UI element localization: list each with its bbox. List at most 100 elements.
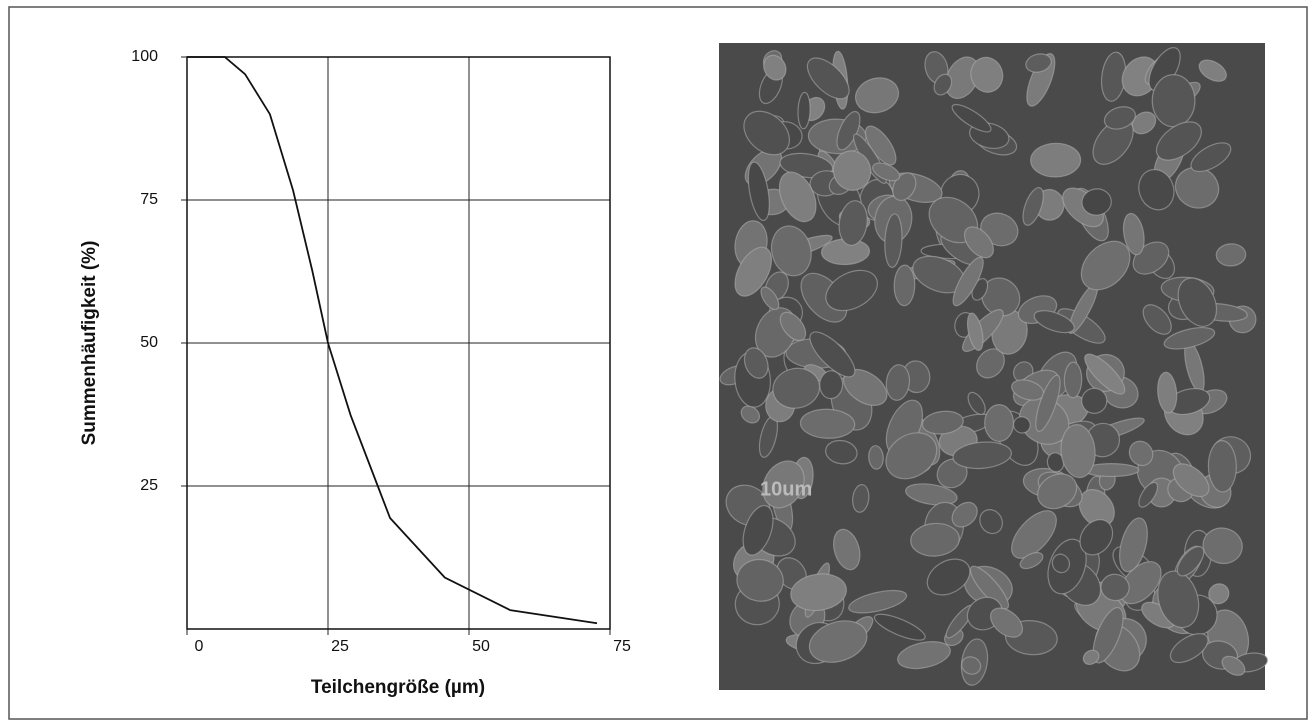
particle [1030,142,1082,178]
particle [952,256,984,307]
y-tick-label: 25 [140,477,158,494]
particle [1100,573,1130,602]
particle [1151,74,1196,128]
particle [1079,519,1114,556]
particle [1119,561,1162,605]
particle [967,391,986,416]
scale-label: 10um [760,478,812,500]
particle [1035,374,1061,433]
particle [1157,570,1200,629]
particle [1190,142,1232,173]
y-axis-label: Summenhäufigkeit (%) [79,241,100,446]
particle [1082,649,1100,666]
chart: 25 50 75 100 0 25 50 75 Teilchengröße (µm) Summen… [79,48,631,698]
particle [852,484,870,513]
particle [772,367,821,409]
particle [921,410,964,435]
particle [740,405,761,424]
x-tick-label: 50 [472,638,490,655]
particle [1157,371,1178,414]
particle [873,613,926,641]
particle [832,150,872,191]
particle [905,483,958,506]
particle [736,558,784,602]
particle [1011,510,1057,559]
micrograph [719,43,1269,690]
particle [790,573,847,612]
particle [966,312,984,351]
particle [1092,606,1124,664]
particle [1119,517,1148,573]
particle [970,56,1004,93]
particle [1169,633,1209,664]
particle [933,73,953,96]
particle [1207,440,1237,493]
particle [762,460,805,509]
x-tick-label: 0 [195,638,204,655]
particle [1155,121,1202,161]
particle [969,565,1010,610]
particle [897,641,951,670]
particle [747,161,770,222]
particle [1025,53,1052,73]
particle [808,620,868,663]
particle [980,212,1019,247]
particle [760,286,780,311]
particle [1103,106,1136,130]
particle [778,171,817,223]
particle [984,404,1015,443]
particle [1012,416,1031,434]
particle [797,91,811,130]
particle [868,445,884,470]
particle [1051,553,1071,574]
particle [1128,440,1154,467]
particle [926,558,971,596]
particle [951,501,978,528]
particle [1122,212,1145,256]
particle [1022,186,1044,226]
particle [763,54,787,81]
particle [825,439,858,465]
x-axis-label: Teilchengröße (µm) [311,677,485,698]
y-tick-label: 50 [140,334,158,351]
y-tick-label: 100 [131,48,158,65]
particle [848,589,908,614]
particle [1138,168,1175,211]
particle [952,441,1012,470]
particle [1080,240,1131,291]
particle [1037,473,1078,510]
particle [989,607,1023,638]
particle [825,269,878,312]
particle [1202,527,1243,565]
particle [1215,243,1247,267]
particle [779,311,807,342]
particle [1057,308,1106,344]
particle [951,103,992,133]
particle [770,225,812,277]
particle [806,57,850,100]
particle [854,77,900,114]
particle [1081,387,1108,414]
x-tick-label: 75 [613,638,631,655]
particle [885,432,938,480]
particle [1081,188,1112,216]
particle [799,408,856,439]
particle [1221,655,1246,676]
particle [963,226,994,259]
particle [1163,326,1216,350]
y-tick-label: 75 [140,191,158,208]
particle [743,347,769,379]
particle [884,213,903,269]
plot-border [186,56,611,630]
particle [961,656,982,675]
data-line [187,56,598,625]
x-tick-label: 25 [331,638,349,655]
particle [809,331,856,378]
particle [872,162,901,182]
particle [1063,361,1083,399]
particle [1033,310,1075,334]
particle [1019,552,1044,570]
particle [1198,59,1227,82]
particle [885,364,911,401]
